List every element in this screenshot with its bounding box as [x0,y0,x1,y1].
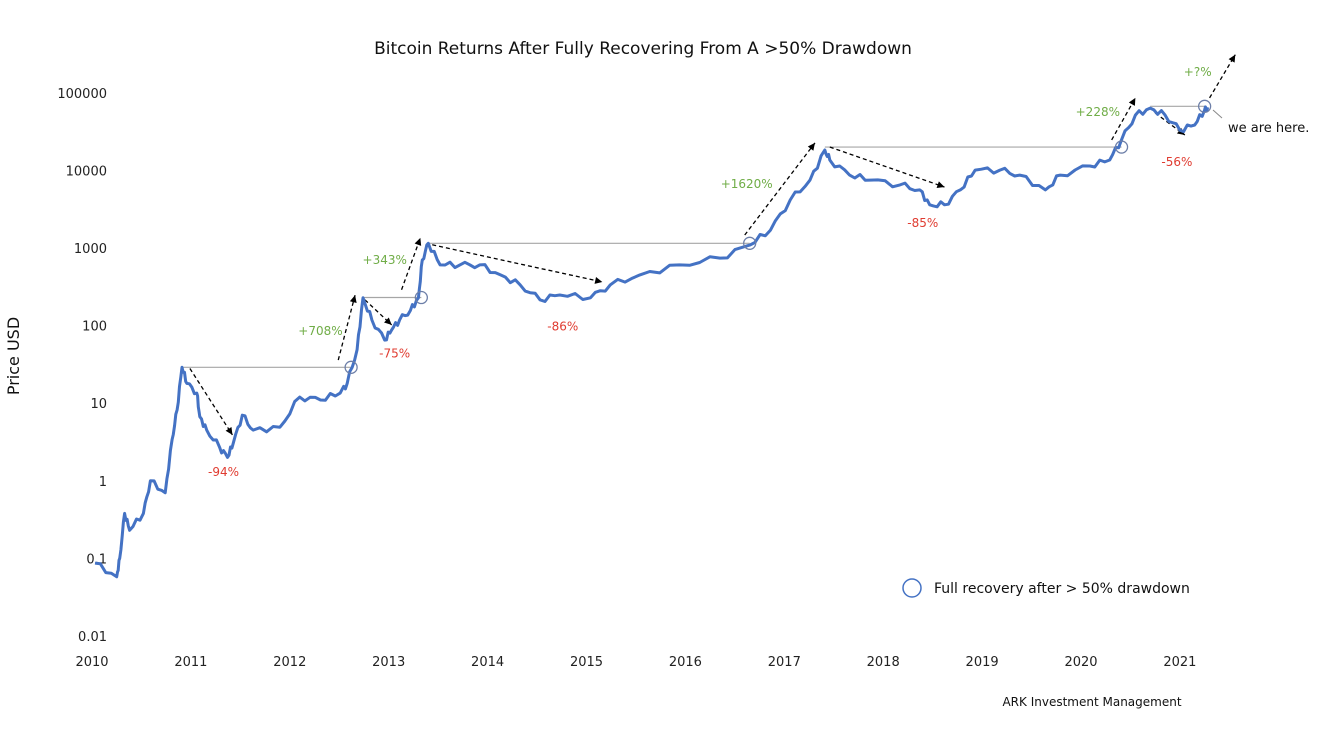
drawdown-label: -75% [379,346,410,360]
dashed-arrow [432,244,603,283]
arrowhead-icon [414,237,422,246]
gain-label: +343% [363,253,407,267]
dashed-arrow [744,142,816,236]
dashed-arrow [189,368,233,436]
y-tick-label: 100000 [57,87,107,102]
gain-label: +?% [1184,65,1212,79]
y-axis-label: Price USD [4,317,23,395]
x-tick-label: 2014 [471,655,504,670]
drawdown-label: -94% [208,465,239,479]
x-tick-label: 2010 [75,655,108,670]
legend-label: Full recovery after > 50% drawdown [934,581,1190,597]
arrowhead-icon [594,277,603,284]
x-tick-label: 2015 [570,655,603,670]
gain-label: +708% [298,324,342,338]
drawdown-label: -56% [1161,155,1192,169]
arrowhead-icon [225,426,233,435]
x-tick-label: 2017 [768,655,801,670]
x-tick-label: 2018 [867,655,900,670]
dashed-arrow [1209,54,1236,99]
dashed-arrow [1111,97,1136,141]
x-tick-label: 2012 [273,655,306,670]
arrowhead-icon [1228,54,1236,63]
y-tick-label: 10 [90,397,107,412]
arrowhead-icon [349,295,357,303]
arrowhead-icon [807,142,815,151]
drawdown-label: -86% [547,319,578,333]
x-tick-label: 2020 [1064,655,1097,670]
y-tick-label: 10000 [66,164,107,179]
x-tick-label: 2011 [174,655,207,670]
arrowhead-icon [936,181,945,188]
dashed-arrow [400,237,421,290]
chart-title: Bitcoin Returns After Fully Recovering F… [374,39,912,59]
callout-leader [1212,109,1223,119]
gain-label: +1620% [721,177,773,191]
legend-circle-icon [902,578,922,598]
x-tick-label: 2019 [966,655,999,670]
y-tick-label: 0.01 [78,630,107,645]
x-tick-label: 2016 [669,655,702,670]
y-tick-label: 100 [82,320,107,335]
recovery-circle-marker [743,236,757,250]
callout-text: we are here. [1228,121,1309,136]
y-tick-label: 0.1 [86,552,107,567]
x-tick-label: 2013 [372,655,405,670]
recovery-circle-marker [1197,99,1212,113]
gain-label: +228% [1076,105,1120,119]
y-tick-label: 1 [99,475,107,490]
dashed-arrow [829,146,945,188]
recovery-circle-marker [344,360,358,374]
arrowhead-icon [1128,97,1136,106]
drawdown-label: -85% [907,216,938,230]
recovery-circle-marker [414,290,428,305]
arrowhead-icon [384,317,392,325]
y-tick-label: 1000 [74,242,107,257]
source-credit: ARK Investment Management [1002,695,1181,709]
price-line [94,105,1210,579]
recovery-circle-marker [1114,140,1129,154]
x-tick-label: 2021 [1163,655,1196,670]
